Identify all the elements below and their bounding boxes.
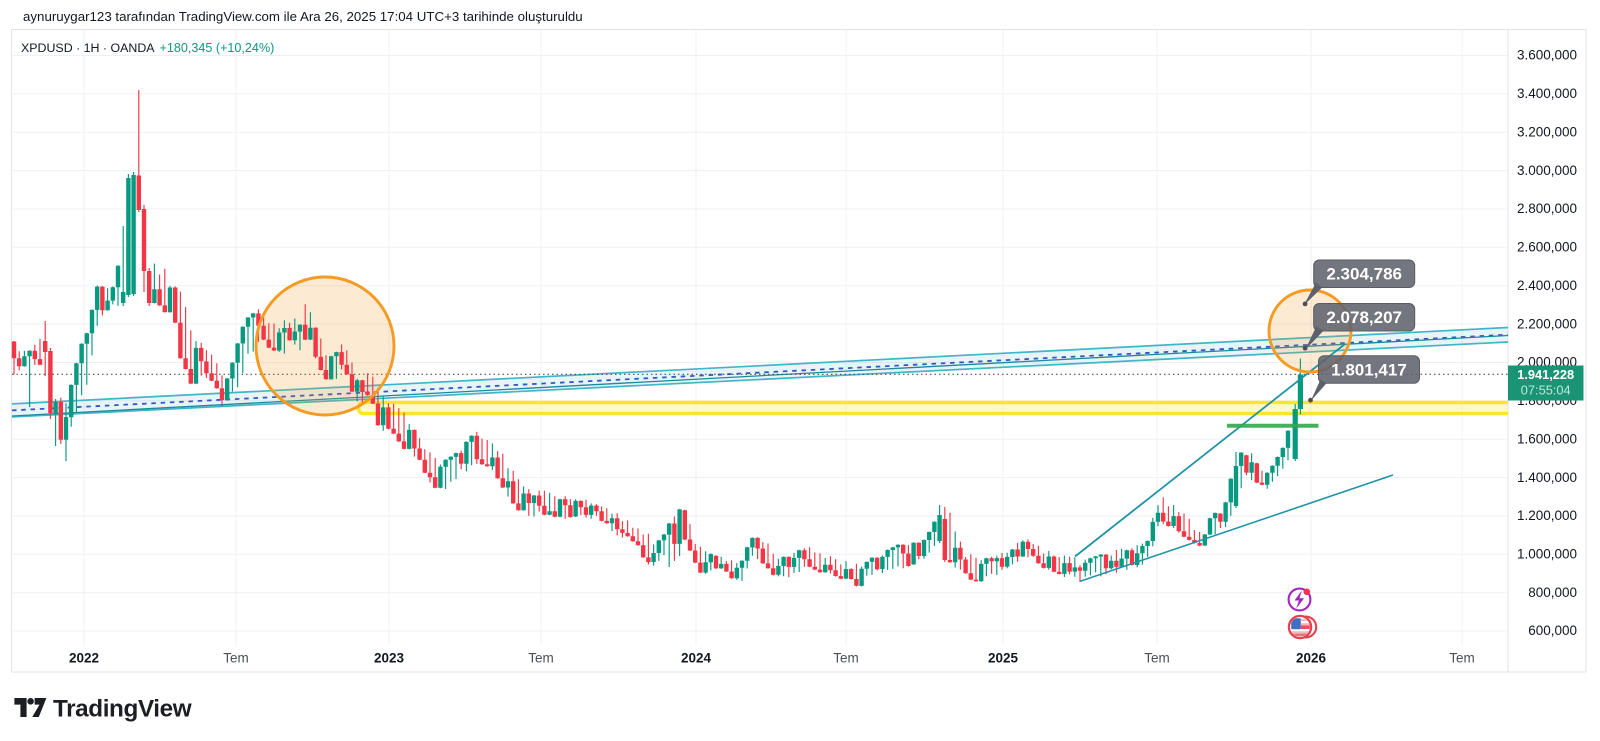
svg-text:1.941,228: 1.941,228	[1517, 367, 1574, 382]
svg-text:2.200,000: 2.200,000	[1517, 316, 1577, 331]
svg-text:2.600,000: 2.600,000	[1517, 240, 1577, 255]
svg-text:2026: 2026	[1296, 651, 1327, 666]
svg-text:07:55:04: 07:55:04	[1521, 383, 1571, 398]
svg-text:2022: 2022	[69, 651, 99, 666]
svg-text:XPDUSD · 1H · OANDA: XPDUSD · 1H · OANDA	[21, 41, 155, 55]
svg-text:800,000: 800,000	[1528, 585, 1577, 600]
svg-text:3.200,000: 3.200,000	[1517, 124, 1577, 139]
svg-text:Tem: Tem	[833, 651, 859, 666]
svg-text:1.600,000: 1.600,000	[1517, 431, 1577, 446]
svg-text:Tem: Tem	[223, 651, 249, 666]
svg-text:Tem: Tem	[1449, 651, 1475, 666]
svg-text:+180,345 (+10,24%): +180,345 (+10,24%)	[160, 41, 275, 55]
svg-text:2024: 2024	[681, 651, 712, 666]
svg-text:1.400,000: 1.400,000	[1517, 470, 1577, 485]
svg-text:600,000: 600,000	[1528, 623, 1577, 638]
svg-text:2.078,207: 2.078,207	[1326, 308, 1402, 327]
svg-text:aynuruygar123 tarafından Tradi: aynuruygar123 tarafından TradingView.com…	[23, 9, 583, 24]
svg-text:3.000,000: 3.000,000	[1517, 163, 1577, 178]
svg-text:2.400,000: 2.400,000	[1517, 278, 1577, 293]
svg-text:2.800,000: 2.800,000	[1517, 201, 1577, 216]
svg-text:3.600,000: 3.600,000	[1517, 48, 1577, 63]
svg-text:Tem: Tem	[528, 651, 554, 666]
svg-text:1.801,417: 1.801,417	[1331, 360, 1407, 379]
svg-text:TradingView: TradingView	[53, 696, 192, 723]
svg-text:1.200,000: 1.200,000	[1517, 508, 1577, 523]
svg-text:1.000,000: 1.000,000	[1517, 547, 1577, 562]
svg-text:Tem: Tem	[1144, 651, 1170, 666]
svg-text:2025: 2025	[988, 651, 1019, 666]
svg-text:2.304,786: 2.304,786	[1326, 265, 1402, 284]
svg-text:3.400,000: 3.400,000	[1517, 86, 1577, 101]
svg-text:2023: 2023	[374, 651, 405, 666]
